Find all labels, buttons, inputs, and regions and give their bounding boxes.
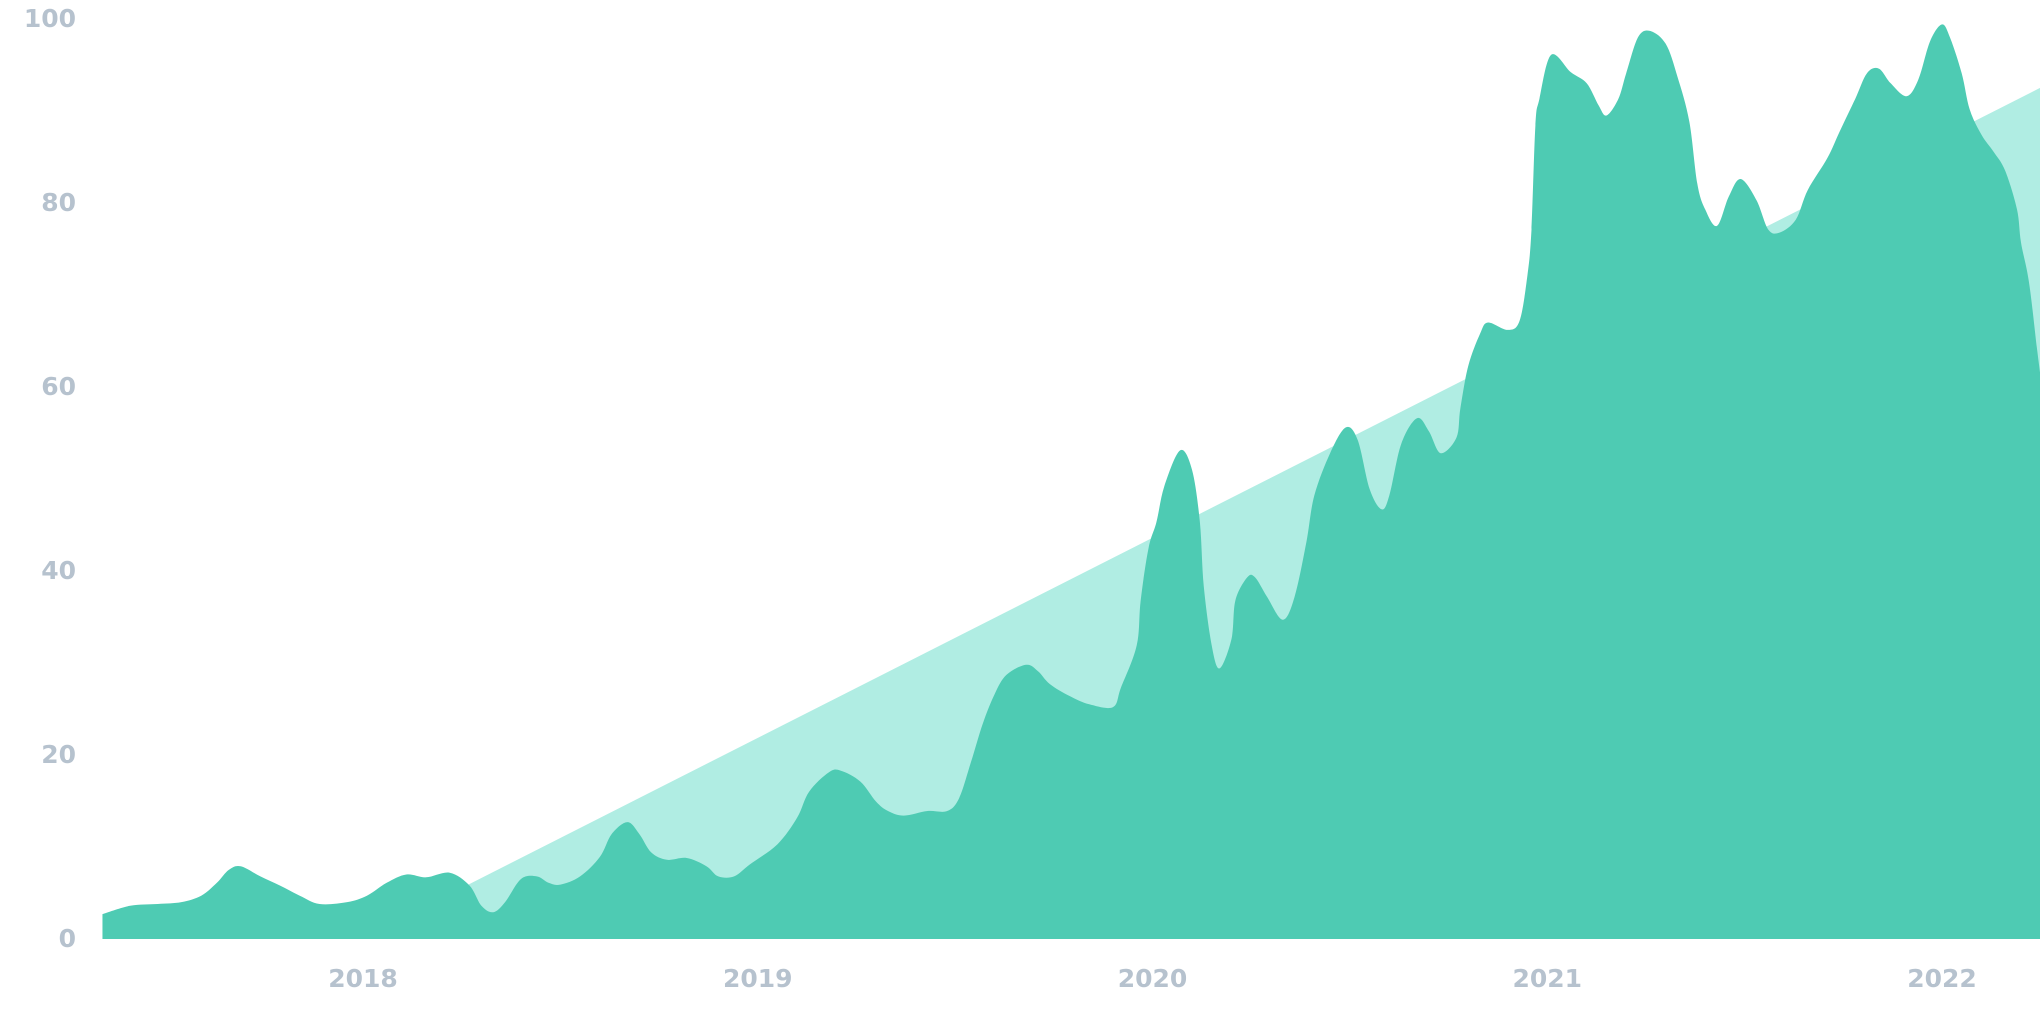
y-tick-label: 100: [24, 4, 76, 33]
y-tick-label: 60: [41, 372, 76, 401]
x-tick-label: 2021: [1512, 964, 1582, 993]
series-area: [102, 24, 2041, 940]
y-axis: 0 20 40 60 80 100: [24, 4, 76, 953]
series-area-layer: [102, 24, 2041, 940]
y-tick-label: 80: [41, 188, 76, 217]
y-tick-label: 0: [59, 924, 76, 953]
y-tick-label: 20: [41, 740, 76, 769]
x-tick-label: 2022: [1907, 964, 1977, 993]
y-tick-label: 40: [41, 556, 76, 585]
x-tick-label: 2019: [723, 964, 793, 993]
x-tick-label: 2018: [328, 964, 398, 993]
x-tick-label: 2020: [1118, 964, 1188, 993]
x-axis: 2018 2019 2020 2021 2022: [328, 964, 1977, 993]
